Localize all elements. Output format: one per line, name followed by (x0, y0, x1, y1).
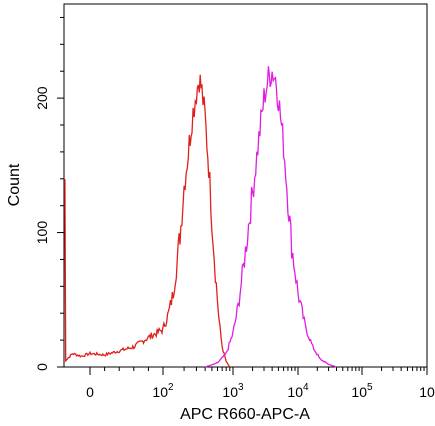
y-tick-label: 200 (34, 86, 50, 110)
x-tick-label: 104 (287, 382, 309, 400)
plot-frame (63, 3, 428, 368)
x-tick-label: 10 (419, 384, 435, 400)
minor-ticks (60, 16, 425, 371)
series-layer (64, 66, 337, 368)
histogram-series-2 (204, 66, 337, 368)
histogram-series-1 (64, 74, 231, 368)
x-tick-label: 0 (86, 384, 94, 400)
y-axis-label: Count (6, 163, 23, 206)
y-tick-label: 0 (34, 363, 50, 371)
x-axis: 0 102 103 104 105 10 (86, 367, 435, 400)
x-tick-label: 105 (351, 382, 373, 400)
x-tick-label: 103 (222, 382, 244, 400)
x-axis-label: APC R660-APC-A (180, 406, 310, 423)
y-axis: 0 100 200 (34, 86, 64, 371)
x-tick-label: 102 (152, 382, 174, 400)
y-tick-label: 100 (34, 221, 50, 245)
